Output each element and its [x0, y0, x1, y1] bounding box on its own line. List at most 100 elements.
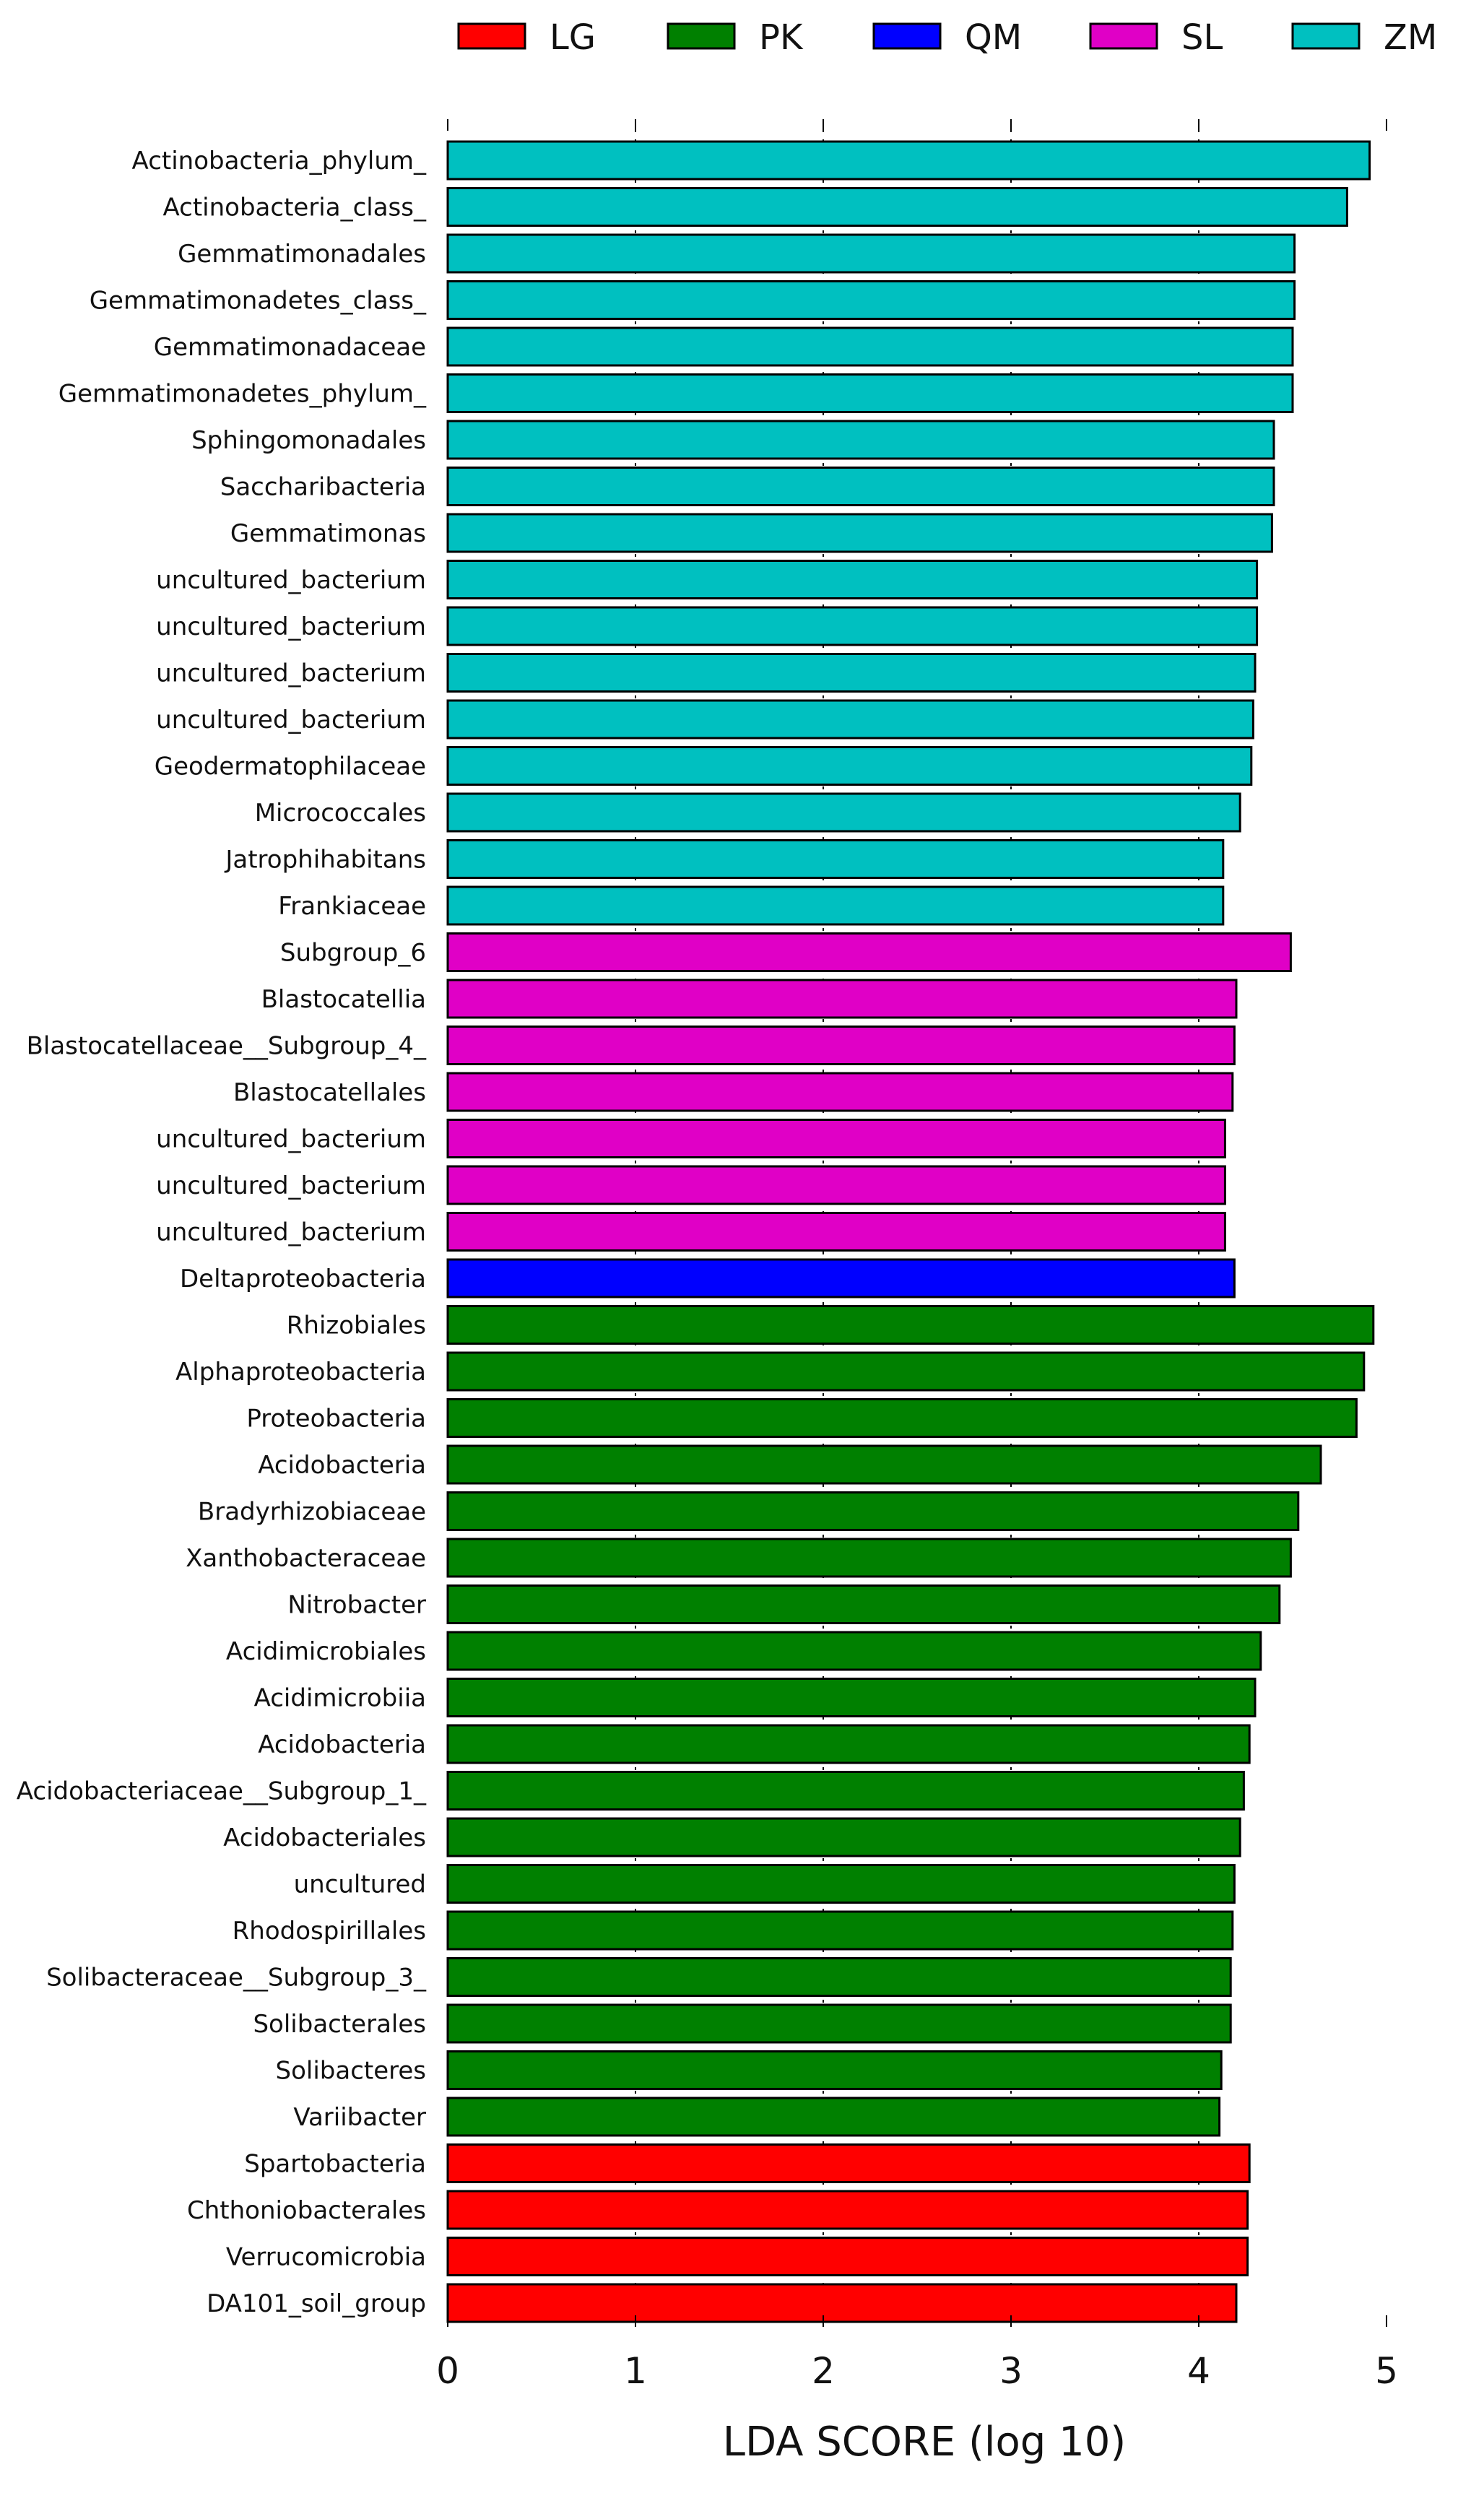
legend-swatch-lg — [457, 22, 526, 50]
bar-17 — [446, 885, 1225, 926]
bar-28 — [446, 1398, 1358, 1438]
bar-16 — [446, 839, 1225, 879]
category-label-3: Gemmatimonadales — [178, 240, 426, 269]
category-label-22: uncultured_bacterium — [156, 1125, 426, 1154]
category-label-35: Acidobacteria — [258, 1730, 426, 1759]
legend-swatch-sl — [1089, 22, 1158, 50]
category-label-16: Jatrophihabitans — [224, 846, 426, 875]
bar-26 — [446, 1305, 1375, 1345]
legend-swatch-zm — [1291, 22, 1361, 50]
bar-22 — [446, 1119, 1226, 1158]
bar-10 — [446, 560, 1259, 599]
bar-45 — [446, 2190, 1249, 2230]
x-tick-label-4: 4 — [1187, 2350, 1210, 2392]
bar-39 — [446, 1910, 1234, 1951]
bar-25 — [446, 1258, 1236, 1298]
category-label-11: uncultured_bacterium — [156, 612, 426, 641]
bar-5 — [446, 326, 1294, 367]
bar-24 — [446, 1212, 1226, 1252]
x-tick-label-1: 1 — [624, 2350, 647, 2392]
category-label-38: uncultured — [294, 1870, 426, 1899]
category-label-24: uncultured_bacterium — [156, 1218, 426, 1247]
legend-swatch-qm — [872, 22, 942, 50]
x-axis-title: LDA SCORE (log 10) — [723, 2419, 1126, 2466]
category-label-43: Variibacter — [293, 2103, 426, 2132]
x-tick-label-2: 2 — [812, 2350, 835, 2392]
bar-6 — [446, 373, 1294, 413]
category-label-9: Gemmatimonas — [230, 519, 426, 548]
category-label-21: Blastocatellales — [233, 1078, 426, 1107]
category-label-1: Actinobacteria_phylum_ — [132, 147, 427, 175]
top-axis-ticks — [447, 119, 1387, 131]
bar-21 — [446, 1072, 1234, 1112]
legend-label-sl: SL — [1181, 17, 1223, 58]
category-label-40: Solibacteraceae__Subgroup_3_ — [46, 1964, 427, 1993]
category-label-15: Micrococcales — [255, 799, 426, 828]
bar-13 — [446, 699, 1254, 740]
bar-31 — [446, 1538, 1292, 1578]
bar-19 — [446, 979, 1238, 1019]
bar-40 — [446, 1957, 1232, 1997]
bar-20 — [446, 1026, 1236, 1065]
category-label-5: Gemmatimonadaceae — [154, 333, 426, 362]
bar-1 — [446, 140, 1371, 181]
category-label-23: uncultured_bacterium — [156, 1171, 426, 1200]
category-label-10: uncultured_bacterium — [156, 566, 426, 595]
bar-8 — [446, 467, 1275, 506]
bar-43 — [446, 2097, 1221, 2137]
category-label-31: Xanthobacteraceae — [186, 1544, 426, 1573]
legend-swatch-pk — [667, 22, 736, 50]
category-label-7: Sphingomonadales — [191, 426, 426, 455]
x-tick-label-0: 0 — [436, 2350, 459, 2392]
category-label-37: Acidobacteriales — [223, 1824, 426, 1852]
category-label-4: Gemmatimonadetes_class_ — [90, 287, 427, 316]
category-label-20: Blastocatellaceae__Subgroup_4_ — [27, 1032, 427, 1061]
category-label-12: uncultured_bacterium — [156, 659, 426, 688]
category-label-8: Saccharibacteria — [220, 473, 426, 502]
x-axis: 0 1 2 3 4 5 — [436, 2315, 1398, 2392]
category-label-19: Blastocatellia — [261, 985, 426, 1014]
bar-42 — [446, 2050, 1223, 2090]
category-label-29: Acidobacteria — [258, 1451, 426, 1480]
bar-32 — [446, 1584, 1281, 1624]
category-label-41: Solibacterales — [253, 2010, 426, 2039]
bar-23 — [446, 1165, 1226, 1205]
bar-18 — [446, 932, 1292, 972]
legend-label-qm: QM — [965, 17, 1022, 58]
bar-27 — [446, 1351, 1366, 1392]
bar-29 — [446, 1444, 1322, 1485]
bar-2 — [446, 187, 1348, 227]
category-label-26: Rhizobiales — [287, 1311, 426, 1340]
bar-11 — [446, 606, 1259, 646]
category-label-42: Solibacteres — [276, 2057, 427, 2086]
bar-34 — [446, 1678, 1257, 1717]
category-label-27: Alphaproteobacteria — [175, 1358, 426, 1387]
category-label-28: Proteobacteria — [246, 1405, 426, 1434]
bar-36 — [446, 1771, 1245, 1811]
category-label-44: Spartobacteria — [244, 2150, 426, 2179]
category-label-13: uncultured_bacterium — [156, 706, 426, 734]
bars — [446, 140, 1375, 2323]
category-label-34: Acidimicrobiia — [254, 1684, 426, 1713]
x-tick-label-3: 3 — [999, 2350, 1023, 2392]
category-label-36: Acidobacteriaceae__Subgroup_1_ — [17, 1777, 427, 1806]
bar-12 — [446, 653, 1257, 693]
category-label-6: Gemmatimonadetes_phylum_ — [58, 380, 427, 409]
bar-46 — [446, 2237, 1249, 2276]
bar-15 — [446, 792, 1241, 833]
category-label-2: Actinobacteria_class_ — [162, 194, 427, 222]
bar-33 — [446, 1631, 1262, 1671]
bar-3 — [446, 233, 1296, 274]
bar-37 — [446, 1817, 1241, 1857]
legend-label-pk: PK — [759, 17, 804, 58]
category-label-14: Geodermatophilaceae — [155, 753, 426, 781]
bar-30 — [446, 1491, 1300, 1531]
category-label-39: Rhodospirillales — [233, 1917, 426, 1946]
bar-14 — [446, 746, 1253, 786]
category-label-33: Acidimicrobiales — [226, 1637, 426, 1666]
category-label-30: Bradyrhizobiaceae — [198, 1498, 426, 1527]
bar-44 — [446, 2143, 1251, 2183]
category-label-25: Deltaproteobacteria — [180, 1265, 426, 1293]
bar-7 — [446, 420, 1275, 460]
